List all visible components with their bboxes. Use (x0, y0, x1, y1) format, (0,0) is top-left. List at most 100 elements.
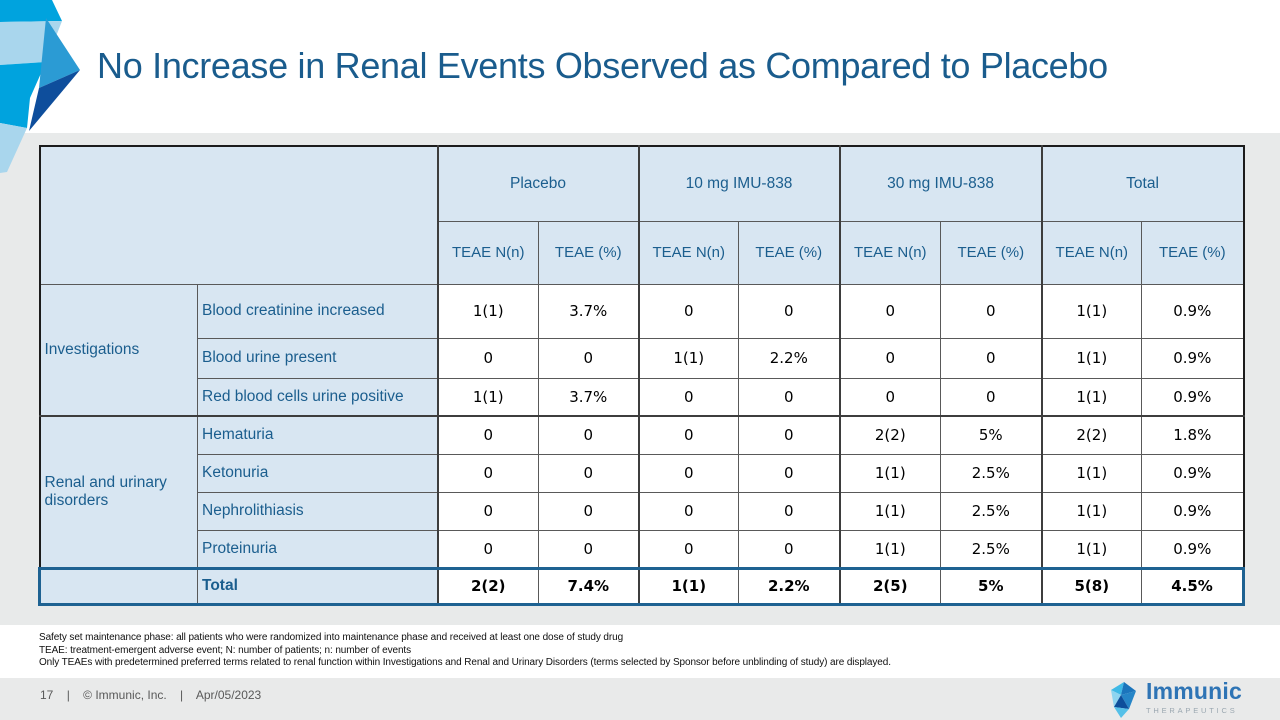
table-row: Renal and urinary disorders Hematuria 0 0 0 0… (39, 415, 1245, 569)
immunic-logo: Immunic THERAPEUTICS (1108, 680, 1242, 718)
table-row: Investigations Blood creatinine increased… (39, 283, 1245, 417)
data-cell: 0.9% (1141, 453, 1245, 493)
data-cell: 0 (738, 377, 841, 417)
data-cell: 1(1) (1040, 491, 1143, 531)
column-group-header: 30 mg IMU-838 (838, 145, 1043, 222)
footnotes-block: Safety set maintenance phase: all patien… (39, 632, 1249, 670)
column-group-header: 10 mg IMU-838 (637, 145, 841, 222)
data-cell: 0 (537, 491, 640, 531)
logo-wordmark: Immunic (1146, 678, 1242, 704)
table-row: Ketonuria 0 0 0 0 1(1) 2.5% 1(1) 0.9% (40, 453, 1245, 493)
data-cell: 1(1) (1040, 283, 1143, 339)
data-cell: 0 (838, 283, 942, 339)
data-cell: 2(2) (1040, 415, 1143, 455)
row-label-cell: Nephrolithiasis (197, 491, 438, 531)
data-cell: 0 (436, 529, 539, 569)
data-cell: 0 (738, 453, 841, 493)
data-cell: 0.9% (1141, 337, 1245, 379)
row-label-cell: Blood urine present (197, 337, 438, 379)
data-cell: 1(1) (838, 491, 942, 531)
subheader-cell: TEAE (%) (940, 220, 1043, 285)
data-cell: 0 (537, 415, 640, 455)
data-cell: 1(1) (637, 337, 740, 379)
data-cell: 1(1) (436, 283, 539, 339)
group-label-cell: Investigations (39, 283, 198, 417)
corner-accent-graphic (0, 0, 80, 173)
footnote-line: TEAE: treatment-emergent adverse event; … (39, 644, 411, 656)
data-cell: 0 (436, 453, 539, 493)
total-data-cell: 5(8) (1040, 566, 1143, 606)
table-row: Proteinuria 0 0 0 0 1(1) 2.5% 1(1) 0.9% (40, 529, 1245, 569)
data-cell: 2.2% (738, 337, 841, 379)
data-cell: 0.9% (1141, 377, 1245, 417)
subheader-cell: TEAE N(n) (436, 220, 539, 285)
footnote-line: Only TEAEs with predetermined preferred … (39, 657, 891, 668)
column-group-header: Placebo (436, 145, 640, 222)
data-cell: 2.5% (940, 529, 1043, 569)
events-table-body: Placebo 10 mg IMU-838 30 mg IMU-838 Total TE… (38, 145, 1246, 606)
total-label-cell: Total (197, 566, 438, 606)
data-cell: 1.8% (1141, 415, 1245, 455)
data-cell: 5% (940, 415, 1043, 455)
data-cell: 3.7% (537, 283, 640, 339)
table-subheader-row: TEAE N(n) TEAE (%) TEAE N(n) TEAE (%) TEAE N… (40, 220, 1245, 285)
subheader-cell: TEAE (%) (537, 220, 640, 285)
gem-icon (1111, 682, 1137, 718)
data-cell: 1(1) (1040, 529, 1143, 569)
group-label-cell: Renal and urinary disorders (39, 415, 198, 569)
subheader-cell: TEAE N(n) (838, 220, 942, 285)
copyright-text: © Immunic, Inc. (83, 688, 167, 702)
column-group-header: Total (1040, 145, 1245, 222)
data-cell: 0 (738, 415, 841, 455)
data-cell: 2.5% (940, 491, 1043, 531)
footer-separator: | (180, 688, 184, 702)
footer-text: 17 | © Immunic, Inc. | Apr/05/2023 (40, 688, 271, 702)
data-cell: 0 (738, 491, 841, 531)
data-cell: 0.9% (1141, 529, 1245, 569)
data-cell: 1(1) (436, 377, 539, 417)
data-cell: 3.7% (537, 377, 640, 417)
table-row: Red blood cells urine positive 1(1) 3.7% 0 0… (40, 377, 1245, 417)
data-cell: 1(1) (838, 529, 942, 569)
table-total-row: Total 2(2) 7.4% 1(1) 2.2% 2(5) 5% 5(8) 4.5% (38, 566, 1246, 606)
table-row: Nephrolithiasis 0 0 0 0 1(1) 2.5% 1(1) 0.9% (40, 491, 1245, 531)
table-row: Blood urine present 0 0 1(1) 2.2% 0 0 1(1) 0.9% (40, 337, 1245, 379)
data-cell: 0 (940, 377, 1043, 417)
total-data-cell: 7.4% (537, 566, 640, 606)
row-label-cell: Hematuria (197, 415, 438, 455)
data-cell: 0 (838, 377, 942, 417)
subheader-cell: TEAE (%) (738, 220, 841, 285)
data-cell: 0 (436, 337, 539, 379)
total-data-cell: 4.5% (1141, 566, 1246, 606)
events-table: Placebo 10 mg IMU-838 30 mg IMU-838 Total TE… (38, 145, 1246, 606)
data-cell: 2(2) (838, 415, 942, 455)
data-cell: 0 (738, 529, 841, 569)
subheader-cell: TEAE N(n) (637, 220, 740, 285)
data-cell: 1(1) (1040, 337, 1143, 379)
row-label-cell: Ketonuria (197, 453, 438, 493)
data-cell: 0 (436, 415, 539, 455)
data-cell: 0 (637, 415, 740, 455)
data-cell: 0 (940, 337, 1043, 379)
data-cell: 0 (637, 529, 740, 569)
data-cell: 1(1) (1040, 377, 1143, 417)
data-cell: 0 (637, 283, 740, 339)
data-cell: 1(1) (1040, 453, 1143, 493)
data-cell: 0 (537, 529, 640, 569)
data-cell: 0 (637, 491, 740, 531)
subheader-cell: TEAE N(n) (1040, 220, 1143, 285)
footer-separator: | (66, 688, 70, 702)
data-cell: 0 (537, 453, 640, 493)
footer-bar (0, 678, 1280, 720)
row-label-cell: Red blood cells urine positive (197, 377, 438, 417)
data-cell: 0 (436, 491, 539, 531)
slide-date: Apr/05/2023 (195, 688, 262, 702)
total-data-cell: 2(5) (838, 566, 942, 606)
data-cell: 0 (940, 283, 1043, 339)
logo-tagline: THERAPEUTICS (1146, 706, 1238, 715)
data-cell: 0 (637, 453, 740, 493)
subheader-cell: TEAE (%) (1141, 220, 1245, 285)
data-cell: 0 (537, 337, 640, 379)
data-cell: 0 (637, 377, 740, 417)
